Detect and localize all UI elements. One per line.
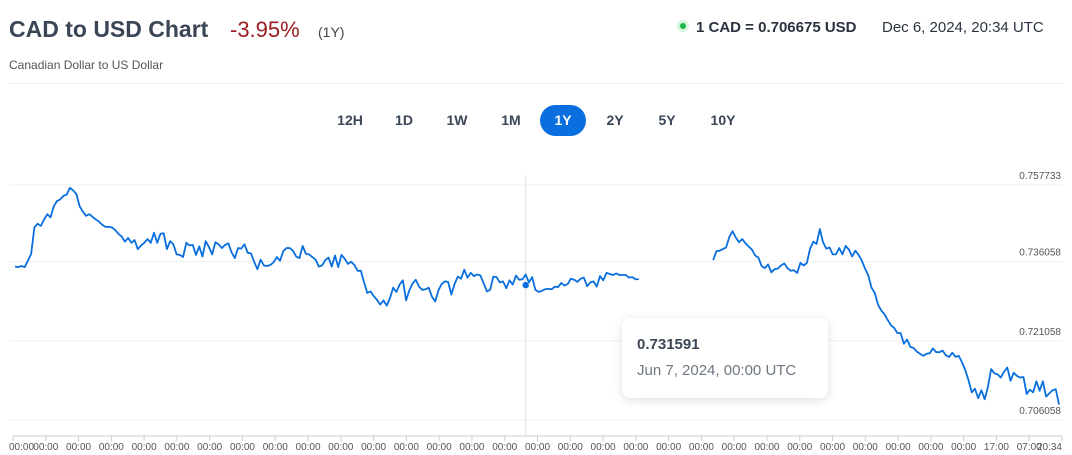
- x-tick-label: 00:00: [689, 442, 714, 453]
- x-tick-label: 00:00: [296, 442, 321, 453]
- x-tick-label: 00:00: [591, 442, 616, 453]
- x-tick-label: 00:00: [656, 442, 681, 453]
- x-tick-label: 00:00: [66, 442, 91, 453]
- page-title: CAD to USD Chart: [9, 16, 209, 42]
- x-tick-label: 20:34: [1037, 442, 1062, 453]
- x-tick-label: 00:00: [361, 442, 386, 453]
- x-tick-label: 00:00: [820, 442, 845, 453]
- chart-tooltip: 0.731591 Jun 7, 2024, 00:00 UTC: [622, 318, 828, 398]
- x-tick-label: 00:00: [918, 442, 943, 453]
- price-chart[interactable]: 0.757733 0.736058 0.721058 0.706058 00:00 00:…: [0, 150, 1072, 455]
- x-tick-label: 00:00: [886, 442, 911, 453]
- x-tick-label: 00:00: [263, 442, 288, 453]
- tooltip-value: 0.731591: [637, 336, 700, 353]
- x-tick-label: 00:00: [9, 442, 34, 453]
- tab-10y[interactable]: 10Y: [710, 112, 736, 128]
- header-divider: [9, 83, 1063, 84]
- x-tick-label: 00:00: [525, 442, 550, 453]
- x-tick-label: 00:00: [722, 442, 747, 453]
- x-tick-label: 00:00: [427, 442, 452, 453]
- x-tick-label: 00:00: [853, 442, 878, 453]
- x-tick-label: 00:00: [754, 442, 779, 453]
- x-tick-label: 00:00: [132, 442, 157, 453]
- tab-2y[interactable]: 2Y: [606, 112, 624, 128]
- live-indicator-icon: [677, 20, 689, 32]
- tab-1d[interactable]: 1D: [395, 112, 413, 128]
- x-tick-label: 00:00: [99, 442, 124, 453]
- current-rate: 1 CAD = 0.706675 USD: [696, 19, 857, 36]
- x-tick-label: 17:00: [984, 442, 1009, 453]
- x-tick-label: 00:00: [230, 442, 255, 453]
- x-tick-label: 00:00: [459, 442, 484, 453]
- x-tick-label: 00:00: [492, 442, 517, 453]
- x-tick-label: 00:00: [951, 442, 976, 453]
- tab-5y[interactable]: 5Y: [658, 112, 676, 128]
- tab-1y[interactable]: 1Y: [540, 105, 586, 136]
- period-label: (1Y): [318, 24, 345, 40]
- rate-timestamp: Dec 6, 2024, 20:34 UTC: [882, 19, 1044, 36]
- x-tick-label: 00:00: [623, 442, 648, 453]
- y-tick-label: 0.721058: [1019, 327, 1061, 338]
- series-line: [14, 186, 1060, 405]
- x-tick-label: 00:00: [197, 442, 222, 453]
- hover-point: [522, 281, 529, 289]
- x-tick-label: 00:00: [558, 442, 583, 453]
- x-tick-label: 00:00: [328, 442, 353, 453]
- x-tick-label: 00:00: [164, 442, 189, 453]
- x-tick-label: 00:00: [787, 442, 812, 453]
- x-tick-label: 07:00: [1017, 442, 1042, 453]
- y-tick-label: 0.736058: [1019, 247, 1061, 258]
- y-tick-label: 0.706058: [1019, 406, 1061, 417]
- tooltip-date: Jun 7, 2024, 00:00 UTC: [637, 362, 797, 379]
- tab-1w[interactable]: 1W: [446, 112, 468, 128]
- y-tick-label: 0.757733: [1019, 171, 1061, 182]
- tab-12h[interactable]: 12H: [337, 112, 363, 128]
- x-tick-label: 00:00: [33, 442, 58, 453]
- range-tabs: 12H 1D 1W 1M 1Y 2Y 5Y 10Y: [0, 105, 1072, 136]
- page-subtitle: Canadian Dollar to US Dollar: [9, 58, 164, 72]
- x-tick-label: 00:00: [394, 442, 419, 453]
- tab-1m[interactable]: 1M: [501, 112, 521, 128]
- change-percent: -3.95%: [230, 17, 300, 42]
